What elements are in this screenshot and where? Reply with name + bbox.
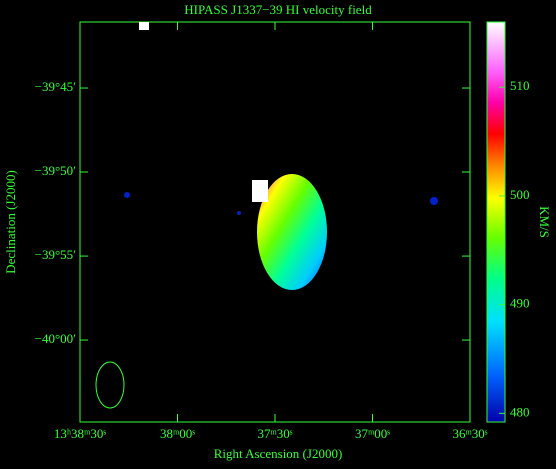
x-tick-label: 13ʰ38ᵐ30ˢ bbox=[54, 426, 107, 441]
x-tick-label: 38ᵐ00ˢ bbox=[160, 426, 195, 441]
colorbar bbox=[486, 21, 506, 423]
y-tick-label: −39°45′ bbox=[35, 79, 77, 94]
colorbar-tick-label: 490 bbox=[510, 296, 530, 311]
x-tick-label: 36ᵐ30ˢ bbox=[452, 426, 487, 441]
noise-pixel bbox=[430, 197, 438, 205]
colorbar-label: KM/S bbox=[537, 206, 552, 238]
x-tick-label: 37ᵐ00ˢ bbox=[355, 426, 390, 441]
velocity-field bbox=[257, 174, 327, 290]
chart-title: HIPASS J1337−39 HI velocity field bbox=[184, 2, 372, 17]
y-tick-label: −39°50′ bbox=[35, 163, 77, 178]
beam bbox=[95, 361, 125, 409]
colorbar-tick-label: 500 bbox=[510, 187, 530, 202]
colorbar-tick-label: 510 bbox=[510, 78, 530, 93]
blanked-pixels bbox=[139, 22, 149, 30]
y-tick-label: −40°00′ bbox=[35, 331, 77, 346]
colorbar-tick-label: 480 bbox=[510, 404, 530, 419]
blanked-pixels bbox=[252, 180, 268, 202]
y-axis-label: Declination (J2000) bbox=[3, 170, 18, 274]
x-tick-label: 37ᵐ30ˢ bbox=[257, 426, 292, 441]
y-tick-label: −39°55′ bbox=[35, 247, 77, 262]
noise-pixel bbox=[237, 211, 241, 215]
x-axis-label: Right Ascension (J2000) bbox=[214, 446, 343, 461]
noise-pixel bbox=[124, 192, 130, 198]
